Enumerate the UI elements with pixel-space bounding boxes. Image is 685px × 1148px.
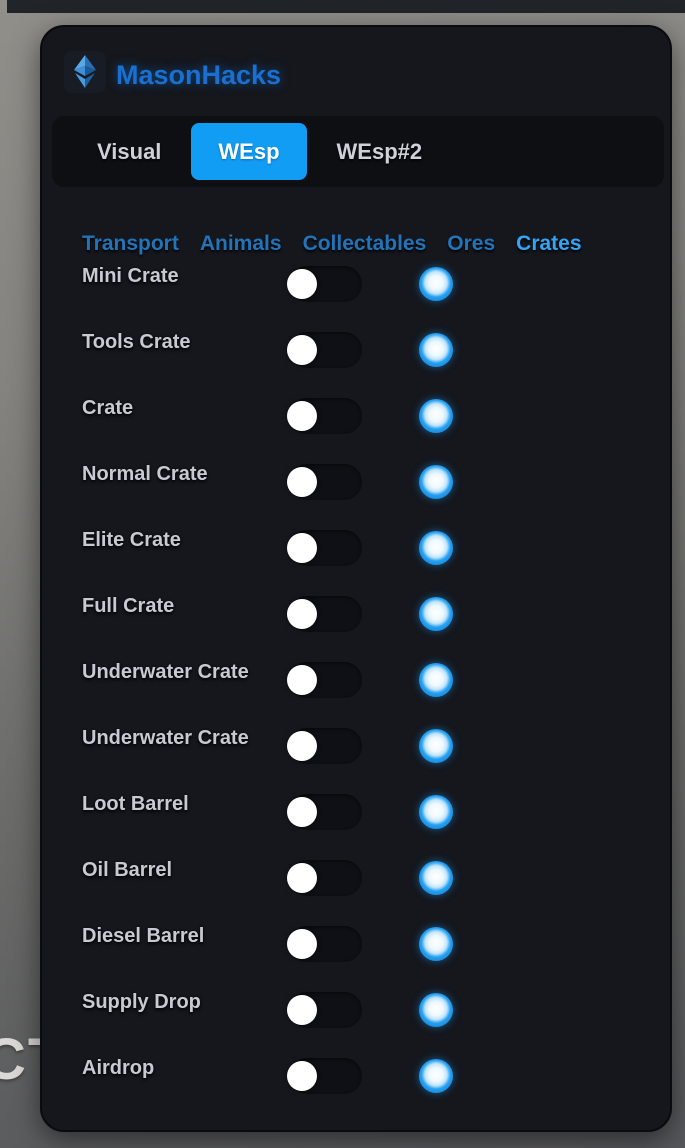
subtab-transport[interactable]: Transport	[82, 232, 179, 255]
esp-row: Full Crate	[42, 581, 670, 647]
main-tabbar: Visual WEsp WEsp#2	[52, 116, 664, 187]
toggle-knob	[287, 335, 317, 365]
toggle-knob	[287, 533, 317, 563]
esp-item-toggle[interactable]	[287, 860, 362, 896]
toggle-knob	[287, 995, 317, 1025]
esp-item-toggle[interactable]	[287, 662, 362, 698]
subtab-crates[interactable]: Crates	[516, 232, 582, 255]
esp-row: Supply Drop	[42, 977, 670, 1043]
tab-visual[interactable]: Visual	[97, 138, 162, 164]
esp-item-color-picker[interactable]	[419, 531, 453, 565]
toggle-knob	[287, 797, 317, 827]
esp-item-color-picker[interactable]	[419, 1059, 453, 1093]
tab-wesp-2[interactable]: WEsp#2	[336, 138, 423, 164]
esp-item-toggle[interactable]	[287, 464, 362, 500]
toggle-knob	[287, 599, 317, 629]
esp-item-toggle[interactable]	[287, 332, 362, 368]
esp-item-color-picker[interactable]	[419, 795, 453, 829]
esp-item-color-picker[interactable]	[419, 927, 453, 961]
esp-item-toggle[interactable]	[287, 992, 362, 1028]
toggle-knob	[287, 731, 317, 761]
esp-item-toggle[interactable]	[287, 728, 362, 764]
esp-item-label: Oil Barrel	[82, 859, 173, 881]
esp-row: Diesel Barrel	[42, 911, 670, 977]
category-subtabs: Transport Animals Collectables Ores Crates	[82, 232, 650, 256]
esp-item-toggle[interactable]	[287, 794, 362, 830]
esp-item-label: Normal Crate	[82, 463, 208, 485]
esp-item-color-picker[interactable]	[419, 597, 453, 631]
esp-item-label: Loot Barrel	[82, 793, 189, 815]
esp-row: Oil Barrel	[42, 845, 670, 911]
esp-item-color-picker[interactable]	[419, 861, 453, 895]
toggle-knob	[287, 401, 317, 431]
esp-row: Airdrop	[42, 1043, 670, 1109]
esp-item-label: Crate	[82, 397, 134, 419]
esp-item-label: Full Crate	[82, 595, 175, 617]
esp-item-label: Underwater Crate	[82, 661, 249, 683]
toggle-knob	[287, 1061, 317, 1091]
esp-item-label: Underwater Crate	[82, 727, 249, 749]
esp-item-color-picker[interactable]	[419, 729, 453, 763]
masonhacks-menu-panel: MasonHacks Visual WEsp WEsp#2 Transport Ani…	[40, 25, 672, 1132]
toggle-knob	[287, 467, 317, 497]
esp-row: Elite Crate	[42, 515, 670, 581]
subtab-animals[interactable]: Animals	[199, 232, 282, 255]
subtab-ores[interactable]: Ores	[447, 232, 496, 255]
esp-item-label: Supply Drop	[82, 991, 201, 1013]
app-logo	[64, 51, 106, 93]
esp-item-color-picker[interactable]	[419, 663, 453, 697]
esp-item-label: Tools Crate	[82, 331, 191, 353]
esp-row: Normal Crate	[42, 449, 670, 515]
toggle-knob	[287, 665, 317, 695]
esp-item-label: Diesel Barrel	[82, 925, 205, 947]
gem-diamond-icon	[74, 55, 96, 88]
esp-item-toggle[interactable]	[287, 398, 362, 434]
esp-item-color-picker[interactable]	[419, 333, 453, 367]
esp-item-label: Mini Crate	[82, 265, 179, 287]
esp-row: Loot Barrel	[42, 779, 670, 845]
esp-item-toggle[interactable]	[287, 530, 362, 566]
esp-row: Underwater Crate	[42, 647, 670, 713]
esp-item-toggle[interactable]	[287, 596, 362, 632]
esp-row: Crate	[42, 383, 670, 449]
toggle-knob	[287, 269, 317, 299]
esp-item-toggle[interactable]	[287, 266, 362, 302]
app-title: MasonHacks	[116, 60, 282, 90]
toggle-knob	[287, 929, 317, 959]
toggle-knob	[287, 863, 317, 893]
esp-row: Underwater Crate	[42, 713, 670, 779]
esp-item-color-picker[interactable]	[419, 267, 453, 301]
esp-item-color-picker[interactable]	[419, 465, 453, 499]
esp-item-label: Airdrop	[82, 1057, 155, 1079]
subtab-collectables[interactable]: Collectables	[302, 232, 427, 255]
tab-wesp[interactable]: WEsp	[191, 123, 307, 180]
esp-rows: Mini Crate Tools Crate Crate Normal Crate El…	[42, 251, 670, 1109]
esp-item-toggle[interactable]	[287, 926, 362, 962]
esp-row: Mini Crate	[42, 251, 670, 317]
esp-item-toggle[interactable]	[287, 1058, 362, 1094]
esp-item-color-picker[interactable]	[419, 399, 453, 433]
esp-row: Tools Crate	[42, 317, 670, 383]
esp-item-label: Elite Crate	[82, 529, 181, 551]
background-window-strip	[7, 0, 685, 13]
esp-item-color-picker[interactable]	[419, 993, 453, 1027]
